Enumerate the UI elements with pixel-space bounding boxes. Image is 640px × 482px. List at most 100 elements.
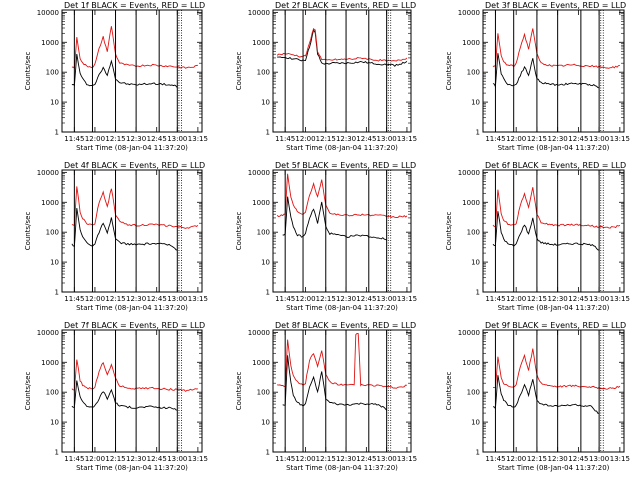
x-axis-label: Start Time (08-Jan-04 11:37:20) xyxy=(76,304,188,312)
x-tick-label: 13:00 xyxy=(167,135,187,143)
y-tick-label: 100 xyxy=(46,229,59,237)
x-tick-label: 12:45 xyxy=(147,295,167,303)
y-tick-label: 1 xyxy=(55,289,59,297)
y-tick-label: 10 xyxy=(50,419,59,427)
x-tick-label: 12:30 xyxy=(336,135,356,143)
detector-chart-8: Det 8f BLACK = Events, RED = LLD 1 10 100 10… xyxy=(235,321,417,472)
y-tick-label: 10000 xyxy=(37,9,59,17)
x-tick-label: 13:00 xyxy=(167,295,187,303)
x-tick-label: 12:30 xyxy=(126,295,146,303)
y-axis-label: Counts/sec xyxy=(445,212,453,251)
x-tick-label: 13:15 xyxy=(610,135,630,143)
detector-chart-7: Det 7f BLACK = Events, RED = LLD 1 10 100 10… xyxy=(24,321,208,472)
y-axis-label: Counts/sec xyxy=(235,212,243,251)
y-tick-label: 1000 xyxy=(41,359,59,367)
chart-title: Det 1f BLACK = Events, RED = LLD xyxy=(64,1,205,10)
x-tick-label: 13:15 xyxy=(188,455,208,463)
y-tick-label: 10000 xyxy=(37,169,59,177)
x-tick-label: 12:15 xyxy=(316,135,336,143)
series-line-events xyxy=(277,28,408,67)
y-tick-label: 10 xyxy=(471,99,480,107)
plot-frame xyxy=(272,329,412,453)
plot-frame xyxy=(482,329,625,453)
y-tick-label: 1 xyxy=(266,129,270,137)
y-tick-label: 100 xyxy=(46,69,59,77)
x-tick-label: 12:15 xyxy=(527,455,547,463)
y-tick-label: 1 xyxy=(55,449,59,457)
detector-chart-6: Det 6f BLACK = Events, RED = LLD 1 10 100 10… xyxy=(445,161,630,312)
x-tick-label: 12:30 xyxy=(336,455,356,463)
series-line-events xyxy=(71,380,178,411)
x-tick-label: 12:00 xyxy=(295,295,315,303)
series-line-events xyxy=(71,53,178,89)
x-axis-label: Start Time (08-Jan-04 11:37:20) xyxy=(498,144,610,152)
x-tick-label: 13:00 xyxy=(377,295,397,303)
x-tick-label: 12:15 xyxy=(105,455,125,463)
plot-frame xyxy=(61,329,203,453)
y-tick-label: 1 xyxy=(266,289,270,297)
plot-frame xyxy=(482,169,625,293)
x-tick-label: 12:00 xyxy=(85,295,105,303)
x-tick-label: 13:00 xyxy=(589,295,609,303)
x-tick-label: 11:45 xyxy=(64,135,84,143)
y-tick-label: 10000 xyxy=(37,329,59,337)
series-line-lld xyxy=(276,27,408,63)
x-tick-label: 12:30 xyxy=(548,455,568,463)
x-axis-label: Start Time (08-Jan-04 11:37:20) xyxy=(498,464,610,472)
x-tick-label: 12:45 xyxy=(356,455,376,463)
x-tick-label: 12:15 xyxy=(316,295,336,303)
series-line-events xyxy=(492,211,600,251)
plot-area: Det 5f BLACK = Events, RED = LLD 1 10 100 10… xyxy=(235,161,417,312)
y-tick-label: 1000 xyxy=(41,199,59,207)
x-tick-label: 12:15 xyxy=(527,295,547,303)
x-tick-label: 11:45 xyxy=(485,295,505,303)
x-tick-label: 12:00 xyxy=(295,455,315,463)
x-tick-label: 11:45 xyxy=(64,455,84,463)
y-tick-label: 100 xyxy=(46,389,59,397)
y-tick-label: 10 xyxy=(50,99,59,107)
y-tick-label: 10 xyxy=(261,99,270,107)
y-axis-label: Counts/sec xyxy=(24,372,32,411)
chart-title: Det 3f BLACK = Events, RED = LLD xyxy=(485,1,626,10)
x-tick-label: 11:45 xyxy=(485,135,505,143)
chart-title: Det 9f BLACK = Events, RED = LLD xyxy=(485,321,626,330)
chart-title: Det 6f BLACK = Events, RED = LLD xyxy=(485,161,626,170)
series-line-events xyxy=(492,53,600,89)
x-axis-label: Start Time (08-Jan-04 11:37:20) xyxy=(76,144,188,152)
series-line-lld xyxy=(276,173,408,218)
x-tick-label: 12:30 xyxy=(548,295,568,303)
y-tick-label: 1 xyxy=(55,129,59,137)
plot-frame xyxy=(272,169,412,293)
y-tick-label: 1000 xyxy=(252,39,270,47)
series-line-lld xyxy=(71,359,198,392)
plot-area: Det 2f BLACK = Events, RED = LLD 1 10 100 10… xyxy=(235,1,417,152)
y-tick-label: 1000 xyxy=(462,199,480,207)
plot-area: Det 7f BLACK = Events, RED = LLD 1 10 100 10… xyxy=(24,321,208,472)
y-tick-label: 10 xyxy=(261,419,270,427)
y-tick-label: 1000 xyxy=(252,199,270,207)
x-axis-label: Start Time (08-Jan-04 11:37:20) xyxy=(498,304,610,312)
series-line-events xyxy=(282,196,387,241)
y-tick-label: 10000 xyxy=(458,169,480,177)
y-axis-label: Counts/sec xyxy=(445,372,453,411)
detector-chart-1: Det 1f BLACK = Events, RED = LLD 1 10 100 10… xyxy=(24,1,208,152)
series-line-lld xyxy=(71,186,199,229)
y-tick-label: 1000 xyxy=(41,39,59,47)
chart-title: Det 8f BLACK = Events, RED = LLD xyxy=(275,321,416,330)
x-tick-label: 12:45 xyxy=(568,135,588,143)
x-tick-label: 12:00 xyxy=(85,455,105,463)
y-tick-label: 1 xyxy=(476,449,480,457)
x-tick-label: 12:45 xyxy=(147,455,167,463)
y-axis-label: Counts/sec xyxy=(235,372,243,411)
y-tick-label: 100 xyxy=(257,69,270,77)
x-tick-label: 12:00 xyxy=(506,295,526,303)
x-tick-label: 13:15 xyxy=(397,135,417,143)
y-tick-label: 10000 xyxy=(248,169,270,177)
x-tick-label: 12:45 xyxy=(147,135,167,143)
x-tick-label: 12:15 xyxy=(316,455,336,463)
y-tick-label: 10000 xyxy=(248,329,270,337)
x-tick-label: 11:45 xyxy=(275,135,295,143)
x-tick-label: 12:00 xyxy=(506,135,526,143)
y-tick-label: 1000 xyxy=(462,39,480,47)
plot-area: Det 9f BLACK = Events, RED = LLD 1 10 100 10… xyxy=(445,321,630,472)
